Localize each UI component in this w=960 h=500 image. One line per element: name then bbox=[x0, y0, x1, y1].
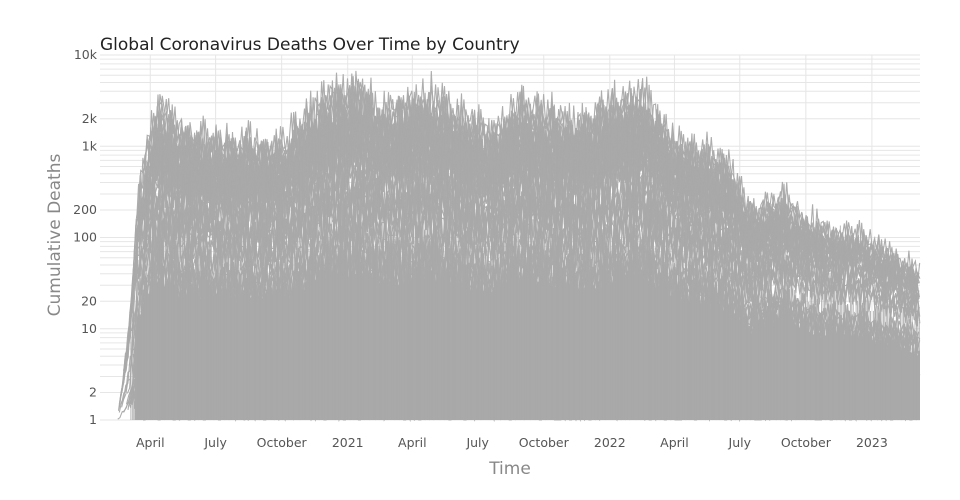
x-tick-label: April bbox=[660, 435, 689, 450]
y-tick-label: 20 bbox=[81, 293, 97, 308]
x-tick-label: April bbox=[136, 435, 165, 450]
y-tick-label: 10 bbox=[81, 321, 97, 336]
x-tick-label: October bbox=[257, 435, 308, 450]
x-tick-label: July bbox=[465, 435, 489, 450]
y-tick-label: 2 bbox=[89, 385, 97, 400]
x-tick-label: July bbox=[728, 435, 752, 450]
x-axis-title: Time bbox=[488, 459, 531, 479]
country-series-line bbox=[152, 151, 921, 324]
x-tick-label: October bbox=[519, 435, 570, 450]
series-lines bbox=[117, 70, 921, 423]
x-tick-label: April bbox=[398, 435, 427, 450]
x-tick-labels: April July October 2021 April July October 2022… bbox=[136, 435, 888, 450]
x-tick-label: July bbox=[203, 435, 227, 450]
country-series-line bbox=[134, 217, 920, 345]
country-series-line bbox=[139, 114, 921, 305]
x-tick-label: 2022 bbox=[594, 435, 626, 450]
y-axis-title: Cumulative Deaths bbox=[45, 154, 65, 317]
y-tick-labels: 1 2 10 20 100 200 1k 2k 10k bbox=[73, 47, 98, 427]
country-series-line bbox=[152, 76, 921, 282]
x-tick-label: 2023 bbox=[856, 435, 888, 450]
country-series-line bbox=[142, 115, 920, 292]
y-tick-label: 2k bbox=[82, 111, 98, 126]
y-tick-label: 200 bbox=[73, 202, 97, 217]
x-tick-label: October bbox=[781, 435, 832, 450]
country-series-line bbox=[136, 126, 825, 278]
y-tick-label: 1k bbox=[82, 138, 98, 153]
y-tick-label: 1 bbox=[89, 412, 97, 427]
y-tick-label: 100 bbox=[73, 230, 97, 245]
y-tick-label: 10k bbox=[74, 47, 98, 62]
chart-title: Global Coronavirus Deaths Over Time by C… bbox=[100, 35, 520, 55]
x-tick-label: 2021 bbox=[332, 435, 364, 450]
